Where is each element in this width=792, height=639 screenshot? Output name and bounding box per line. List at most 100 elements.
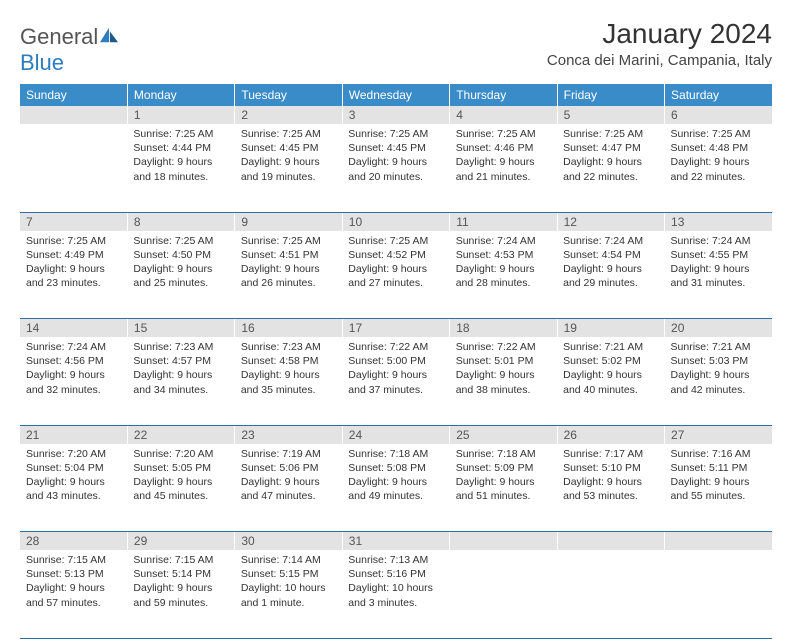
daylight-line: Daylight: 9 hours and 23 minutes.: [26, 262, 121, 290]
sunrise-line: Sunrise: 7:20 AM: [133, 447, 228, 461]
day-cell: Sunrise: 7:25 AMSunset: 4:44 PMDaylight:…: [127, 124, 234, 212]
week-row: Sunrise: 7:25 AMSunset: 4:44 PMDaylight:…: [20, 124, 772, 212]
day-cell: [20, 124, 127, 212]
day-cell: Sunrise: 7:18 AMSunset: 5:09 PMDaylight:…: [450, 444, 557, 532]
daylight-line: Daylight: 9 hours and 22 minutes.: [671, 155, 766, 183]
day-cell-body: Sunrise: 7:23 AMSunset: 4:57 PMDaylight:…: [127, 337, 234, 401]
day-cell: Sunrise: 7:25 AMSunset: 4:49 PMDaylight:…: [20, 231, 127, 319]
day-number-cell: 20: [665, 319, 772, 338]
day-cell-body: Sunrise: 7:20 AMSunset: 5:04 PMDaylight:…: [20, 444, 127, 508]
sunset-line: Sunset: 5:16 PM: [348, 567, 443, 581]
sunrise-line: Sunrise: 7:20 AM: [26, 447, 121, 461]
day-header: Tuesday: [235, 84, 342, 106]
sunset-line: Sunset: 4:54 PM: [563, 248, 658, 262]
sunset-line: Sunset: 4:57 PM: [133, 354, 228, 368]
day-cell: Sunrise: 7:21 AMSunset: 5:02 PMDaylight:…: [557, 337, 664, 425]
title-block: January 2024 Conca dei Marini, Campania,…: [547, 18, 772, 69]
day-cell-body: Sunrise: 7:25 AMSunset: 4:51 PMDaylight:…: [235, 231, 342, 295]
sunrise-line: Sunrise: 7:13 AM: [348, 553, 443, 567]
sunrise-line: Sunrise: 7:23 AM: [133, 340, 228, 354]
day-number-cell: 17: [342, 319, 449, 338]
week-row: Sunrise: 7:15 AMSunset: 5:13 PMDaylight:…: [20, 550, 772, 638]
day-cell: Sunrise: 7:25 AMSunset: 4:51 PMDaylight:…: [235, 231, 342, 319]
day-cell: Sunrise: 7:23 AMSunset: 4:57 PMDaylight:…: [127, 337, 234, 425]
day-number-cell: 22: [127, 425, 234, 444]
day-number-cell: 21: [20, 425, 127, 444]
daylight-line: Daylight: 9 hours and 35 minutes.: [241, 368, 336, 396]
daynum-row: 28293031: [20, 532, 772, 551]
day-cell-body: Sunrise: 7:24 AMSunset: 4:54 PMDaylight:…: [557, 231, 664, 295]
daylight-line: Daylight: 9 hours and 34 minutes.: [133, 368, 228, 396]
day-number-cell: 23: [235, 425, 342, 444]
day-number-cell: 4: [450, 106, 557, 124]
day-number-cell: 24: [342, 425, 449, 444]
day-cell-body: Sunrise: 7:22 AMSunset: 5:00 PMDaylight:…: [342, 337, 449, 401]
day-cell: Sunrise: 7:14 AMSunset: 5:15 PMDaylight:…: [235, 550, 342, 638]
week-row: Sunrise: 7:24 AMSunset: 4:56 PMDaylight:…: [20, 337, 772, 425]
day-header-row: SundayMondayTuesdayWednesdayThursdayFrid…: [20, 84, 772, 106]
day-cell: Sunrise: 7:25 AMSunset: 4:52 PMDaylight:…: [342, 231, 449, 319]
day-cell: [557, 550, 664, 638]
day-number-cell: [557, 532, 664, 551]
location: Conca dei Marini, Campania, Italy: [547, 52, 772, 69]
daylight-line: Daylight: 9 hours and 53 minutes.: [563, 475, 658, 503]
day-cell-body: Sunrise: 7:15 AMSunset: 5:14 PMDaylight:…: [127, 550, 234, 614]
day-cell-body: Sunrise: 7:25 AMSunset: 4:52 PMDaylight:…: [342, 231, 449, 295]
day-cell-body: Sunrise: 7:20 AMSunset: 5:05 PMDaylight:…: [127, 444, 234, 508]
sunset-line: Sunset: 4:52 PM: [348, 248, 443, 262]
day-cell: Sunrise: 7:23 AMSunset: 4:58 PMDaylight:…: [235, 337, 342, 425]
day-header: Thursday: [450, 84, 557, 106]
daylight-line: Daylight: 9 hours and 29 minutes.: [563, 262, 658, 290]
daynum-row: 14151617181920: [20, 319, 772, 338]
day-header: Wednesday: [342, 84, 449, 106]
daynum-row: 123456: [20, 106, 772, 124]
sunset-line: Sunset: 4:44 PM: [133, 141, 228, 155]
sunset-line: Sunset: 5:01 PM: [456, 354, 551, 368]
daylight-line: Daylight: 9 hours and 25 minutes.: [133, 262, 228, 290]
day-number-cell: 19: [557, 319, 664, 338]
day-cell-body: Sunrise: 7:15 AMSunset: 5:13 PMDaylight:…: [20, 550, 127, 614]
sunset-line: Sunset: 4:53 PM: [456, 248, 551, 262]
day-cell-body: Sunrise: 7:25 AMSunset: 4:50 PMDaylight:…: [127, 231, 234, 295]
day-cell-body: Sunrise: 7:25 AMSunset: 4:45 PMDaylight:…: [235, 124, 342, 188]
day-number-cell: 5: [557, 106, 664, 124]
day-cell: Sunrise: 7:25 AMSunset: 4:46 PMDaylight:…: [450, 124, 557, 212]
day-number-cell: 29: [127, 532, 234, 551]
daylight-line: Daylight: 9 hours and 18 minutes.: [133, 155, 228, 183]
day-number-cell: [20, 106, 127, 124]
day-header: Saturday: [665, 84, 772, 106]
day-cell: Sunrise: 7:24 AMSunset: 4:56 PMDaylight:…: [20, 337, 127, 425]
day-cell-body: Sunrise: 7:24 AMSunset: 4:55 PMDaylight:…: [665, 231, 772, 295]
header: General Blue January 2024 Conca dei Mari…: [20, 18, 772, 76]
sunset-line: Sunset: 4:58 PM: [241, 354, 336, 368]
calendar-table: SundayMondayTuesdayWednesdayThursdayFrid…: [20, 84, 772, 639]
sunset-line: Sunset: 4:50 PM: [133, 248, 228, 262]
sunrise-line: Sunrise: 7:24 AM: [456, 234, 551, 248]
daylight-line: Daylight: 9 hours and 37 minutes.: [348, 368, 443, 396]
sunrise-line: Sunrise: 7:23 AM: [241, 340, 336, 354]
sunrise-line: Sunrise: 7:22 AM: [348, 340, 443, 354]
day-number-cell: 26: [557, 425, 664, 444]
sunrise-line: Sunrise: 7:24 AM: [26, 340, 121, 354]
day-header: Friday: [557, 84, 664, 106]
day-cell-body: Sunrise: 7:25 AMSunset: 4:49 PMDaylight:…: [20, 231, 127, 295]
sunrise-line: Sunrise: 7:22 AM: [456, 340, 551, 354]
sunset-line: Sunset: 4:46 PM: [456, 141, 551, 155]
daylight-line: Daylight: 9 hours and 38 minutes.: [456, 368, 551, 396]
sunrise-line: Sunrise: 7:14 AM: [241, 553, 336, 567]
day-cell: Sunrise: 7:21 AMSunset: 5:03 PMDaylight:…: [665, 337, 772, 425]
sunset-line: Sunset: 5:08 PM: [348, 461, 443, 475]
sunrise-line: Sunrise: 7:17 AM: [563, 447, 658, 461]
daylight-line: Daylight: 9 hours and 45 minutes.: [133, 475, 228, 503]
day-cell-body: Sunrise: 7:17 AMSunset: 5:10 PMDaylight:…: [557, 444, 664, 508]
sunrise-line: Sunrise: 7:25 AM: [671, 127, 766, 141]
day-cell-body: Sunrise: 7:21 AMSunset: 5:03 PMDaylight:…: [665, 337, 772, 401]
day-number-cell: 6: [665, 106, 772, 124]
day-cell-body: Sunrise: 7:18 AMSunset: 5:09 PMDaylight:…: [450, 444, 557, 508]
day-number-cell: 31: [342, 532, 449, 551]
day-cell-body: Sunrise: 7:19 AMSunset: 5:06 PMDaylight:…: [235, 444, 342, 508]
day-cell: Sunrise: 7:25 AMSunset: 4:45 PMDaylight:…: [235, 124, 342, 212]
day-cell: Sunrise: 7:24 AMSunset: 4:55 PMDaylight:…: [665, 231, 772, 319]
day-cell: [665, 550, 772, 638]
daylight-line: Daylight: 10 hours and 1 minute.: [241, 581, 336, 609]
